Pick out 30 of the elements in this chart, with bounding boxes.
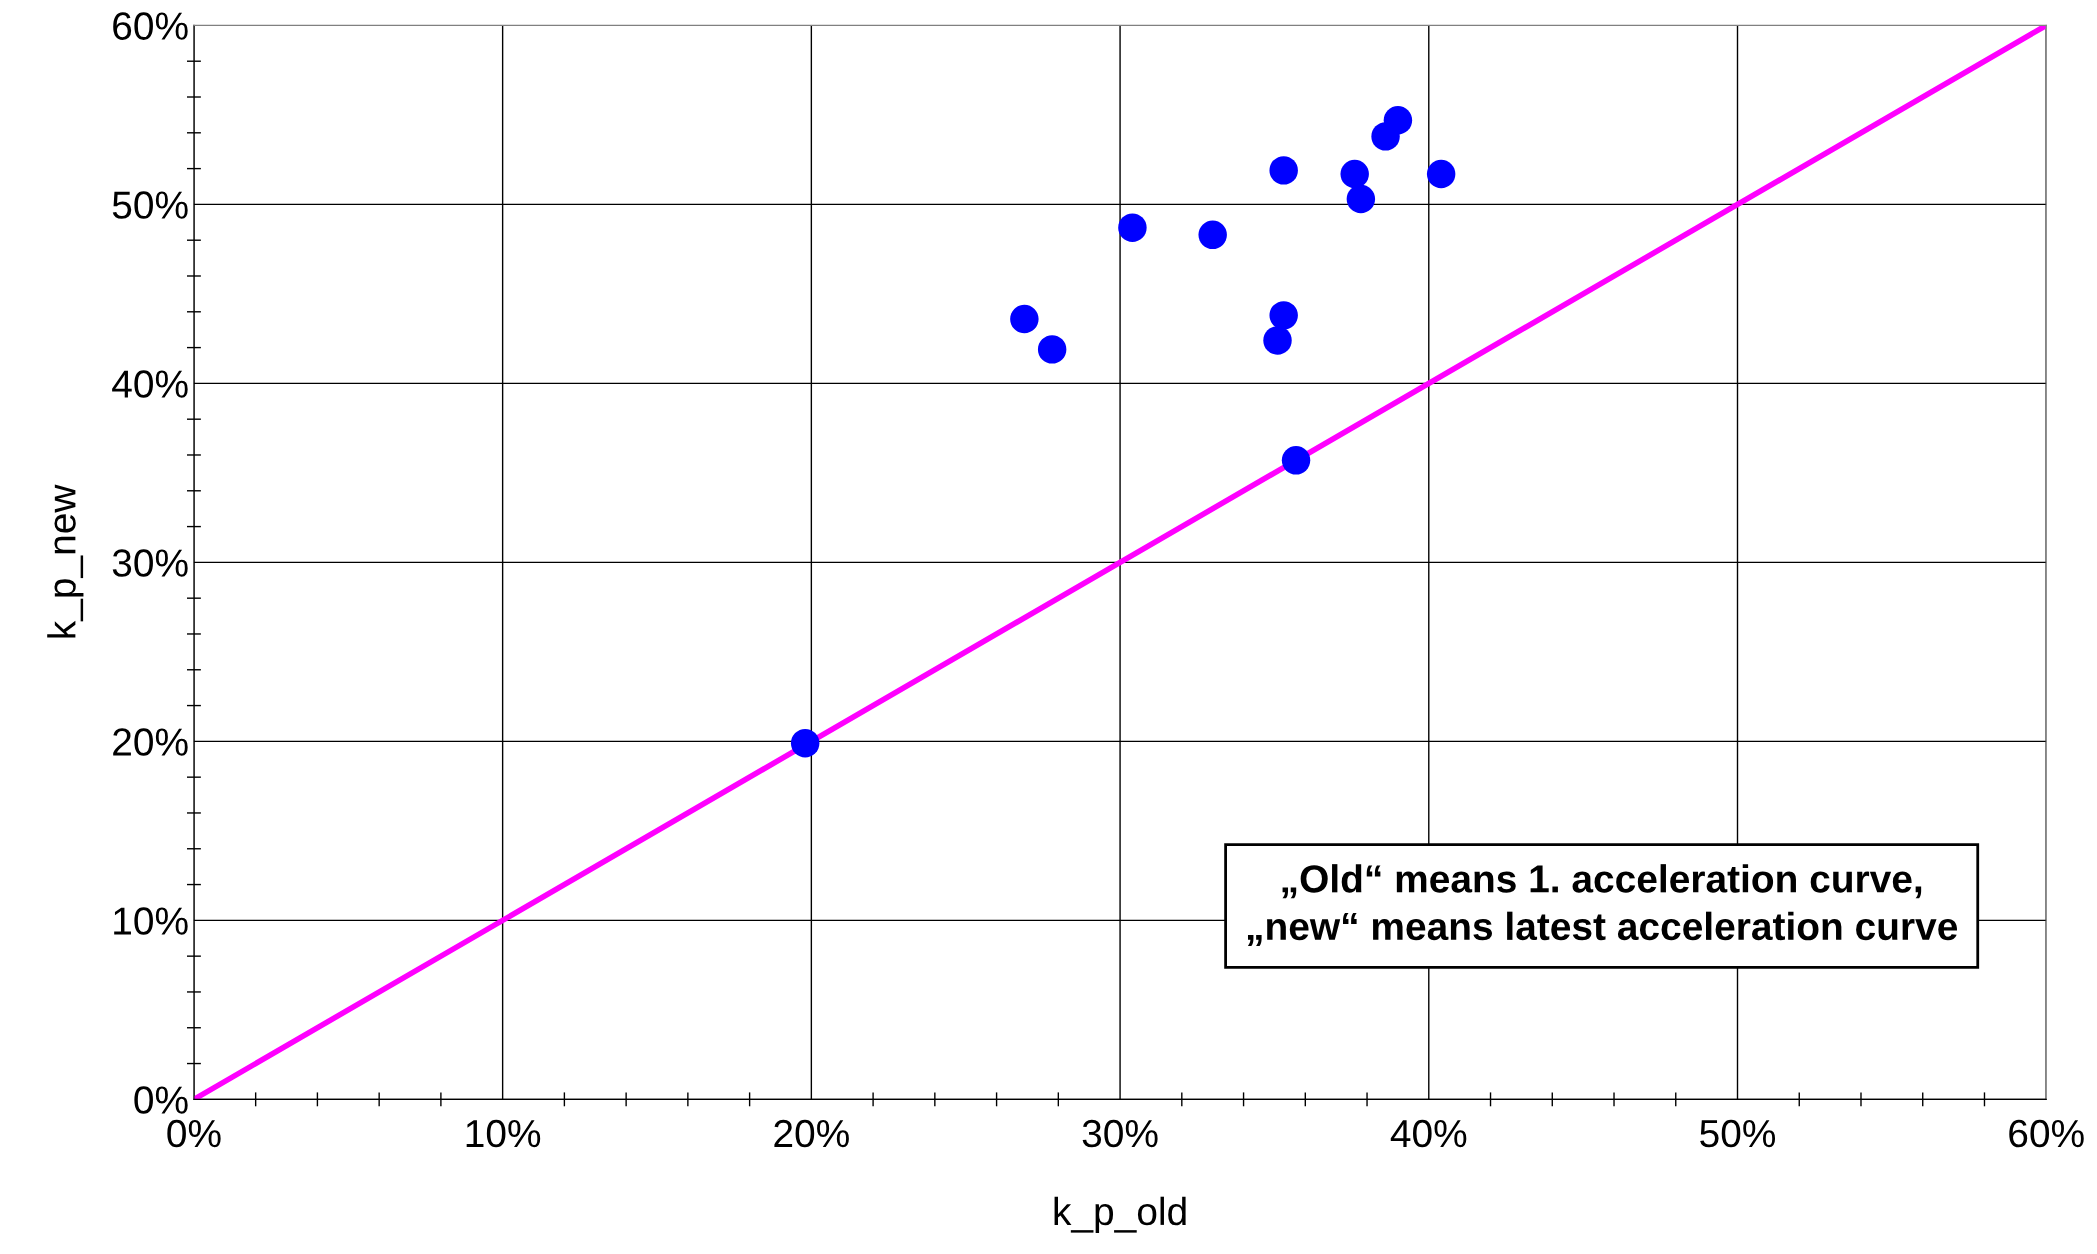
- point: [1281, 446, 1311, 475]
- point: [1269, 156, 1298, 185]
- point: [1383, 106, 1413, 135]
- annotation: „Old“ means 1. acceleration curve, „new“ means latest acceleration curve: [1247, 864, 1958, 946]
- x-tick-label: 30%: [1082, 1119, 1158, 1148]
- point: [1198, 220, 1227, 250]
- y-tick-label: 0%: [134, 1086, 188, 1114]
- y-tick-label: 30%: [112, 549, 188, 577]
- point: [1010, 304, 1039, 334]
- y-tick-label: 40%: [112, 370, 188, 398]
- point: [1118, 213, 1147, 242]
- x-tick-label: 0%: [167, 1119, 221, 1148]
- y-axis-title: k_p_new: [47, 484, 84, 638]
- x-tick-label: 60%: [2009, 1119, 2084, 1148]
- x-tick-label: 50%: [1700, 1119, 1776, 1148]
- y-tick-label: 20%: [113, 728, 188, 756]
- point: [1426, 159, 1456, 189]
- x-tick-label: 40%: [1390, 1119, 1467, 1148]
- point: [1340, 159, 1369, 189]
- point: [1346, 184, 1376, 214]
- x-axis-title: k_p_old: [1054, 1196, 1186, 1233]
- y-tick-label: 10%: [114, 907, 188, 935]
- point: [1269, 301, 1298, 330]
- point: [790, 728, 820, 758]
- y-tick-label: 50%: [112, 191, 188, 219]
- x-tick-label: 20%: [774, 1119, 849, 1148]
- point: [1263, 326, 1292, 355]
- point: [1037, 335, 1067, 364]
- x-tick-label: 10%: [466, 1119, 541, 1148]
- y-tick-label: 60%: [113, 12, 188, 40]
